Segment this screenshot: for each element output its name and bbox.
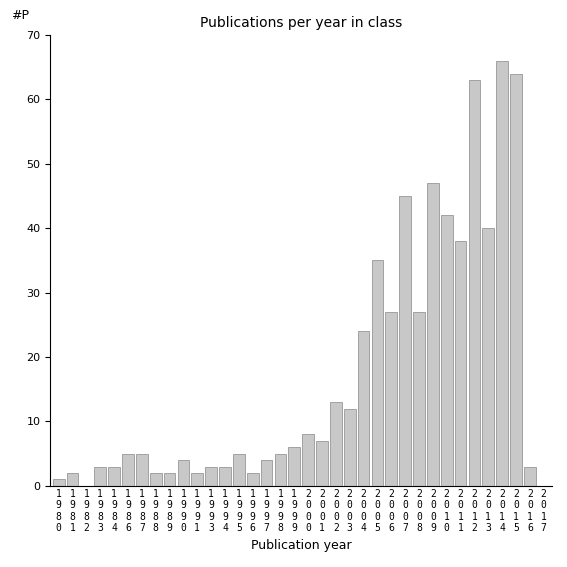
Y-axis label: #P: #P bbox=[11, 9, 29, 22]
Bar bbox=[150, 473, 162, 486]
Bar bbox=[358, 331, 370, 486]
X-axis label: Publication year: Publication year bbox=[251, 539, 352, 552]
Bar bbox=[53, 480, 65, 486]
Bar bbox=[316, 441, 328, 486]
Bar bbox=[455, 241, 467, 486]
Bar bbox=[427, 183, 439, 486]
Bar bbox=[386, 312, 397, 486]
Bar bbox=[177, 460, 189, 486]
Bar bbox=[67, 473, 78, 486]
Bar bbox=[496, 61, 508, 486]
Bar bbox=[524, 467, 536, 486]
Bar bbox=[94, 467, 106, 486]
Bar bbox=[219, 467, 231, 486]
Bar bbox=[136, 454, 148, 486]
Bar bbox=[122, 454, 134, 486]
Bar bbox=[205, 467, 217, 486]
Bar bbox=[510, 74, 522, 486]
Bar bbox=[413, 312, 425, 486]
Bar bbox=[274, 454, 286, 486]
Bar bbox=[330, 402, 342, 486]
Bar bbox=[441, 215, 452, 486]
Bar bbox=[164, 473, 175, 486]
Bar bbox=[344, 409, 356, 486]
Bar bbox=[261, 460, 272, 486]
Bar bbox=[483, 229, 494, 486]
Title: Publications per year in class: Publications per year in class bbox=[200, 16, 403, 29]
Bar bbox=[192, 473, 203, 486]
Bar bbox=[399, 196, 411, 486]
Bar bbox=[468, 80, 480, 486]
Bar bbox=[247, 473, 259, 486]
Bar bbox=[289, 447, 300, 486]
Bar bbox=[108, 467, 120, 486]
Bar bbox=[371, 260, 383, 486]
Bar bbox=[233, 454, 245, 486]
Bar bbox=[302, 434, 314, 486]
